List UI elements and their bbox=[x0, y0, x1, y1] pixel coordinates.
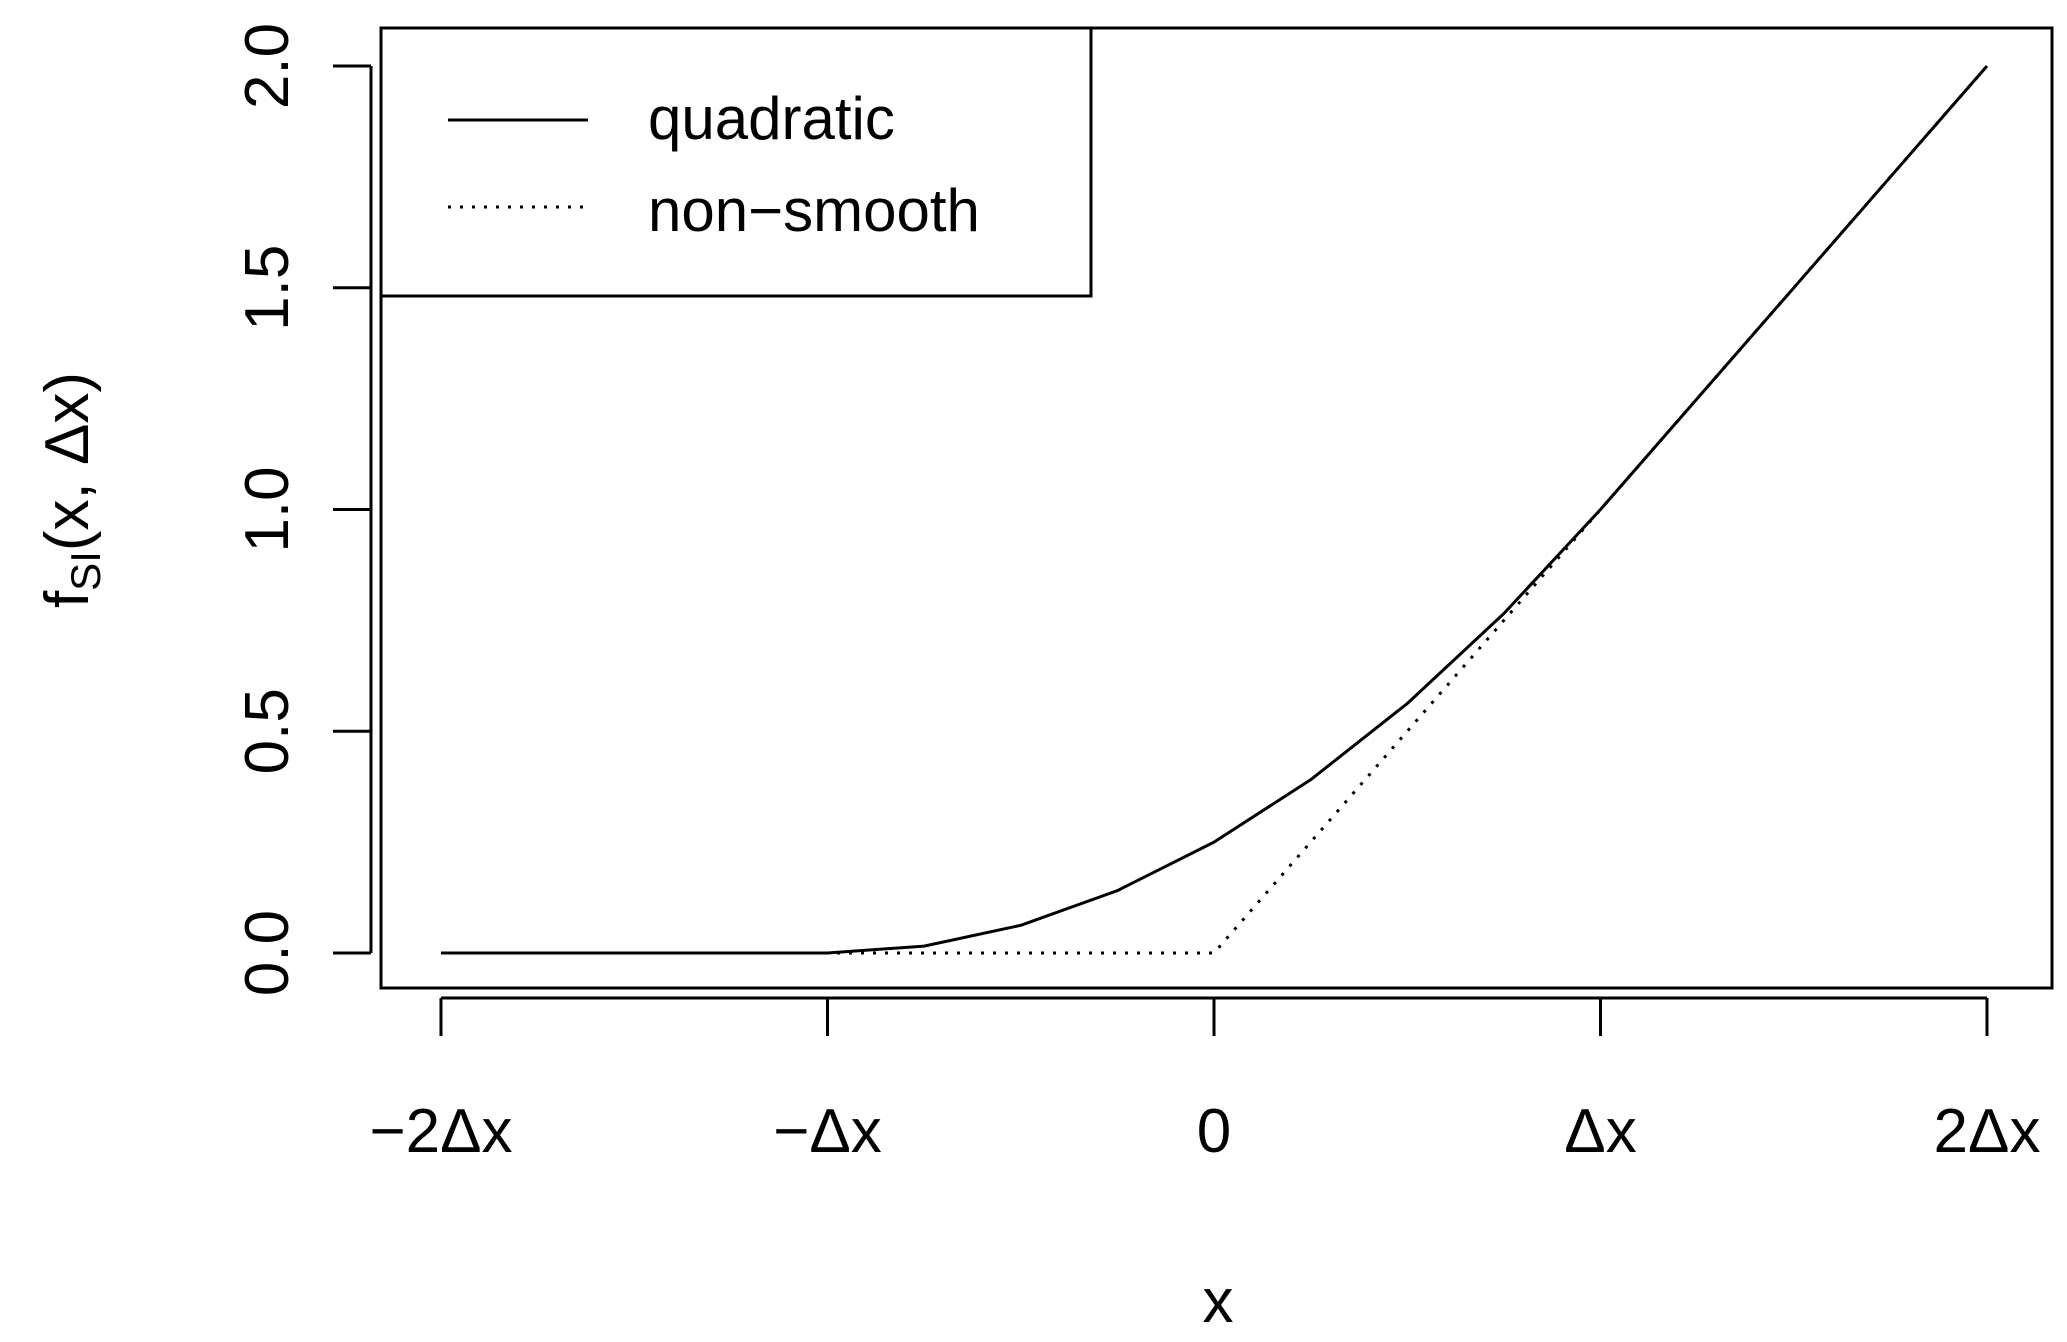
y-axis-label: fSI(x, Δx) bbox=[33, 372, 109, 608]
x-tick-label-0: −2Δx bbox=[369, 1097, 512, 1166]
y-axis-label-subscript: SI bbox=[62, 551, 109, 591]
y-axis-label-function: f bbox=[33, 590, 102, 608]
svg-text:fSI(x, Δx): fSI(x, Δx) bbox=[33, 372, 109, 608]
x-tick-label-2: 0 bbox=[1197, 1097, 1231, 1166]
x-tick-label-1: −Δx bbox=[773, 1097, 882, 1166]
legend-box bbox=[379, 26, 1093, 298]
legend-label-quadratic: quadratic bbox=[648, 85, 895, 152]
plot-border bbox=[379, 26, 2054, 990]
plot-area: −2Δx −Δx 0 Δx 2Δx 0.0 0.5 1.0 1.5 2.0 bbox=[233, 23, 2054, 1166]
y-axis-label-arguments: (x, Δx) bbox=[33, 372, 102, 551]
y-tick-label-0: 0.0 bbox=[233, 910, 302, 996]
y-tick-label-3: 1.5 bbox=[233, 245, 302, 331]
y-tick-label-1: 0.5 bbox=[233, 688, 302, 774]
x-tick-label-4: 2Δx bbox=[1934, 1097, 2041, 1166]
y-tick-label-2: 1.0 bbox=[233, 466, 302, 552]
y-tick-label-4: 2.0 bbox=[233, 23, 302, 109]
x-tick-label-3: Δx bbox=[1564, 1097, 1636, 1166]
x-axis-label: x bbox=[1203, 1267, 1234, 1336]
legend-label-non-smooth: non−smooth bbox=[648, 177, 980, 244]
series-line-non-smooth bbox=[441, 65, 1989, 955]
legend: quadratic non−smooth bbox=[379, 26, 1093, 298]
